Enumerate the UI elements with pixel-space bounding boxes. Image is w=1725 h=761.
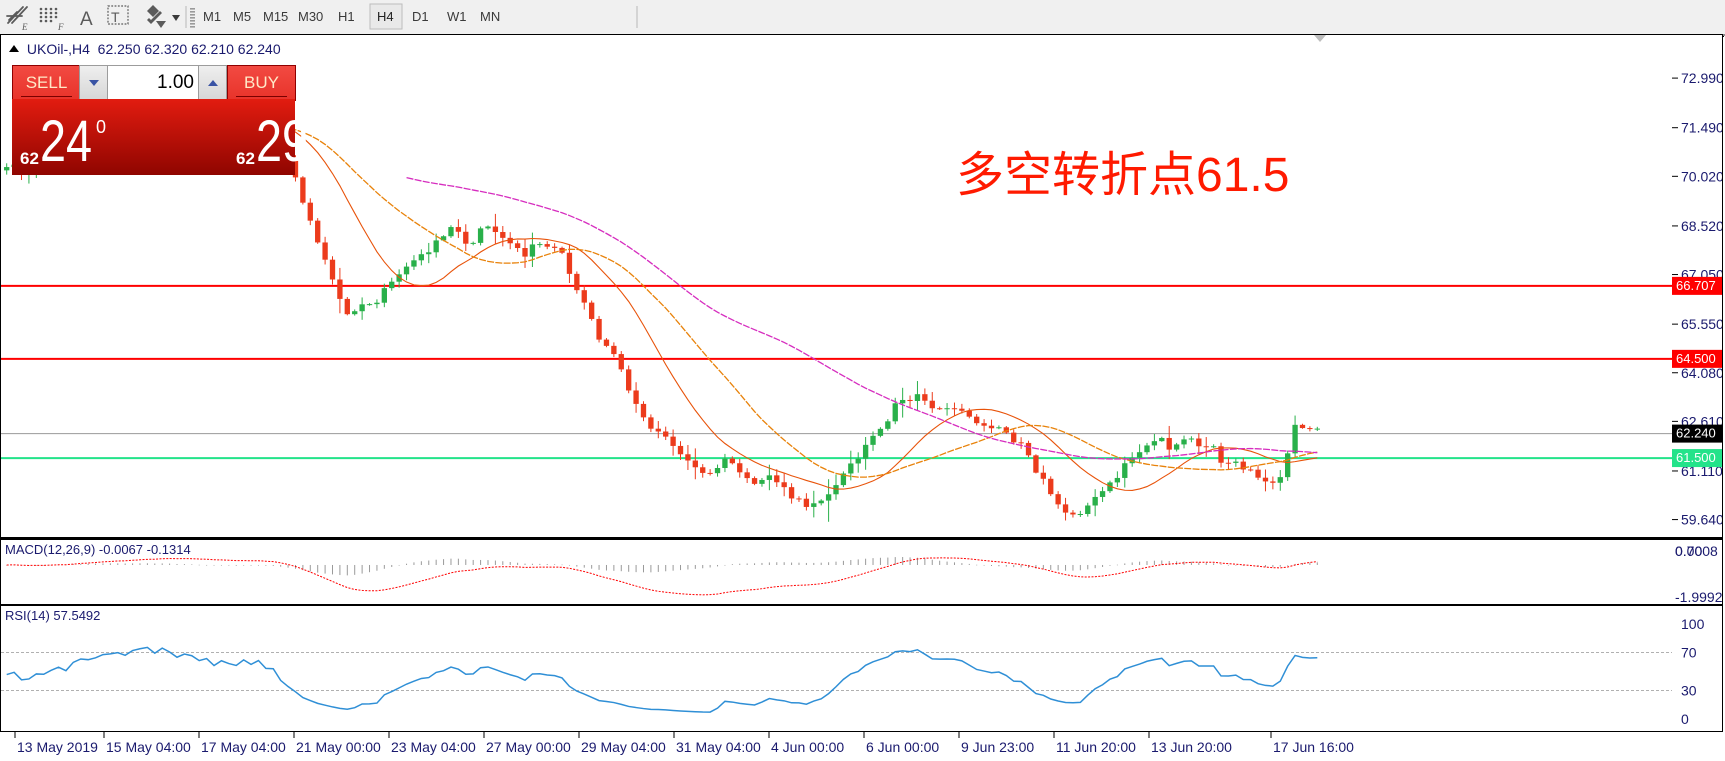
svg-text:72.990: 72.990 [1681,70,1723,86]
svg-text:0.00: 0.00 [1675,543,1702,559]
svg-text:68.520: 68.520 [1681,218,1723,234]
svg-text:M5: M5 [233,9,251,24]
svg-text:27 May 00:00: 27 May 00:00 [486,739,571,755]
svg-text:13 May 2019: 13 May 2019 [17,739,98,755]
svg-text:9 Jun 23:00: 9 Jun 23:00 [961,739,1034,755]
svg-text:61.500: 61.500 [1676,450,1716,465]
svg-text:23 May 04:00: 23 May 04:00 [391,739,476,755]
svg-text:0: 0 [1681,711,1689,727]
svg-text:0: 0 [96,117,106,137]
svg-text:M15: M15 [263,9,288,24]
svg-text:30: 30 [1681,683,1697,699]
svg-text:31 May 04:00: 31 May 04:00 [676,739,761,755]
svg-text:29: 29 [256,109,308,174]
svg-text:64.500: 64.500 [1676,351,1716,366]
svg-text:H4: H4 [377,9,394,24]
svg-text:-1.9992: -1.9992 [1675,589,1723,605]
svg-text:24: 24 [40,109,92,174]
svg-text:59.640: 59.640 [1681,512,1723,528]
svg-text:17 Jun 16:00: 17 Jun 16:00 [1273,739,1354,755]
svg-text:13 Jun 20:00: 13 Jun 20:00 [1151,739,1232,755]
svg-text:F: F [57,22,64,32]
svg-text:17 May 04:00: 17 May 04:00 [201,739,286,755]
svg-text:70: 70 [1681,645,1697,661]
svg-text:4 Jun 00:00: 4 Jun 00:00 [771,739,844,755]
svg-text:H1: H1 [338,9,355,24]
svg-text:MN: MN [480,9,500,24]
svg-text:M30: M30 [298,9,323,24]
svg-text:11 Jun 20:00: 11 Jun 20:00 [1056,739,1136,755]
svg-text:62.240: 62.240 [1676,426,1716,441]
svg-text:M1: M1 [203,9,221,24]
svg-text:66.707: 66.707 [1676,278,1716,293]
svg-text:A: A [80,9,93,30]
svg-text:W1: W1 [447,9,467,24]
svg-text:21 May 00:00: 21 May 00:00 [296,739,381,755]
svg-text:29 May 04:00: 29 May 04:00 [581,739,666,755]
svg-text:0: 0 [312,117,322,137]
svg-text:6 Jun 00:00: 6 Jun 00:00 [866,739,939,755]
svg-text:D1: D1 [412,9,429,24]
svg-text:65.550: 65.550 [1681,316,1723,332]
svg-text:15 May 04:00: 15 May 04:00 [106,739,191,755]
svg-text:T: T [111,9,120,25]
svg-text:100: 100 [1681,616,1705,632]
svg-text:71.490: 71.490 [1681,120,1723,136]
svg-text:E: E [21,22,28,32]
svg-text:70.020: 70.020 [1681,168,1723,184]
